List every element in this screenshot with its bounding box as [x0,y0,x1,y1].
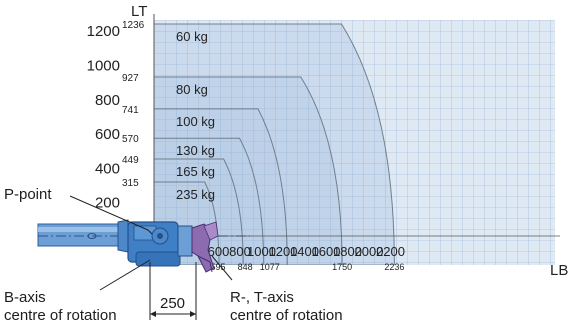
x-tick-label: 1400 [290,244,319,259]
x-tick-label: 1600 [312,244,341,259]
x-tick-label: 1800 [333,244,362,259]
b-axis-sub-label: centre of rotation [4,307,117,324]
load-label: 100 kg [176,114,215,129]
lt-value-label: 1236 [122,20,145,31]
gripper-jaw [197,255,213,273]
x-axis-title: LB [550,262,568,279]
load-label: 80 kg [176,82,208,97]
rt-axis-sub-label: centre of rotation [230,307,343,324]
y-tick-label: 1000 [87,58,120,75]
lb-value-label: 1750 [332,262,352,272]
arm-hole [87,233,97,239]
load-zone-outline-1 [154,76,343,265]
b-axis-label: B-axis [4,289,46,306]
load-label: 235 kg [176,187,215,202]
rt-axis-leader [211,255,233,281]
lb-value-label: 595 [210,262,225,272]
load-label: 60 kg [176,29,208,44]
robot-wrist-illustration [37,219,250,273]
x-tick-label: 1000 [247,244,276,259]
load-label: 165 kg [176,164,215,179]
load-label: 130 kg [176,143,215,158]
plot-grid [154,20,555,265]
x-tick-label: 600 [208,244,230,259]
y-tick-label: 600 [95,126,120,143]
rt-axis-label: R-, T-axis [230,289,294,306]
b-axis-centre [157,233,163,239]
offset-dimension-label: 250 [160,295,185,312]
dim-arrow-right [190,311,196,317]
lt-value-label: 315 [122,178,139,189]
b-axis-leader [99,259,151,291]
x-tick-label: 1200 [269,244,298,259]
dim-arrow-left [150,311,156,317]
lb-value-label: 1077 [260,262,280,272]
lb-value-label: 848 [238,262,253,272]
load-zone-outline-2 [154,108,288,265]
p-point-label: P-point [4,186,52,203]
arm-highlight [38,227,118,232]
x-tick-label: 2200 [376,244,405,259]
y-axis-title: LT [131,3,147,20]
y-tick-label: 400 [95,160,120,177]
gripper-finger [203,221,219,241]
load-zone-outline-5 [154,181,220,265]
lt-value-label: 927 [122,73,139,84]
wrist-end [177,225,193,257]
x-tick-label: 2000 [355,244,384,259]
lb-value-label: 2236 [384,262,404,272]
load-zone-outline-3 [154,137,265,265]
arm-flange [117,219,129,253]
wrist-base [135,251,181,267]
x-tick-label: 800 [229,244,251,259]
lt-value-label: 449 [122,155,139,166]
p-point-leader-tip [147,229,153,235]
y-tick-label: 800 [95,92,120,109]
load-zone-outline-0 [154,23,395,265]
lt-value-label: 741 [122,105,139,116]
y-tick-label: 1200 [87,23,120,40]
y-tick-label: 200 [95,195,120,212]
load-zone-outline-4 [154,158,244,265]
lt-value-label: 570 [122,134,139,145]
p-point-leader [69,195,149,231]
